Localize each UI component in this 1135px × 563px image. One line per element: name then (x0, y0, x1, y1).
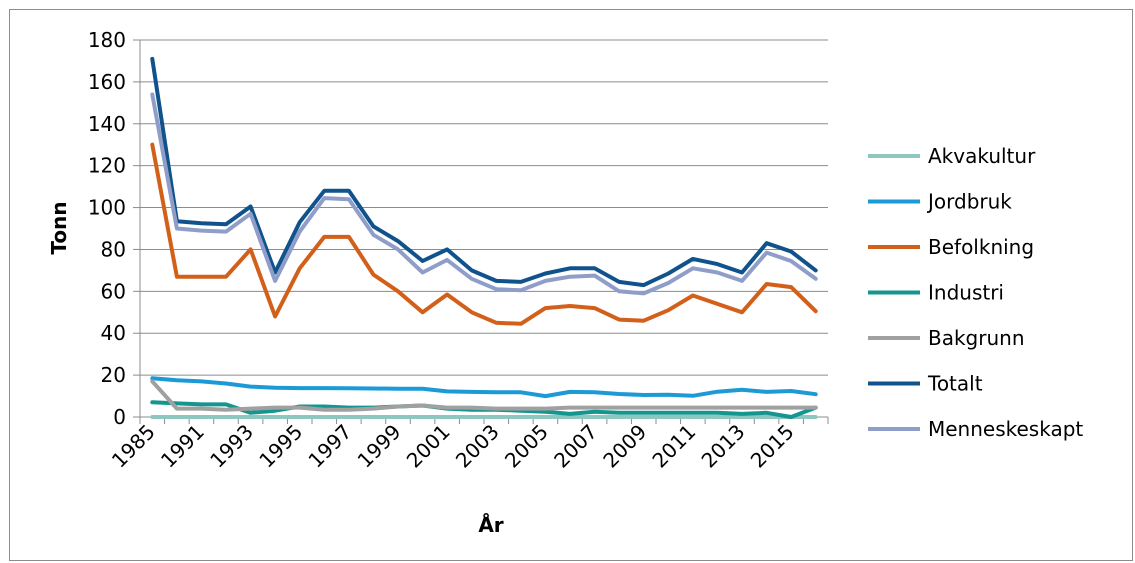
series-lines (150, 56, 818, 419)
y-tick-label-180: 180 (88, 28, 126, 52)
x-tick-label-1997: 1997 (303, 420, 356, 473)
series-line-befolkning (150, 142, 818, 326)
x-tick-label-2015: 2015 (746, 420, 799, 473)
series-line-totalt (150, 56, 818, 288)
x-tick-label-1999: 1999 (353, 420, 406, 473)
y-tick-label-160: 160 (88, 70, 126, 94)
x-tick-label-2009: 2009 (598, 420, 651, 473)
legend-item-industri: Industri (868, 281, 1004, 305)
legend-label: Bakgrunn (928, 326, 1025, 350)
y-tick-label-0: 0 (113, 405, 126, 429)
legend-item-totalt: Totalt (868, 372, 983, 396)
axes (139, 40, 828, 418)
y-tick-label-60: 60 (101, 279, 126, 303)
legend-item-akvakultur: Akvakultur (868, 144, 1036, 168)
x-tick-label-1991: 1991 (156, 420, 209, 473)
y-axis-ticks: 0 20 40 60 80 100 120 140 160 180 (88, 28, 140, 429)
legend-label: Totalt (927, 372, 983, 396)
series-line-bakgrunn (150, 379, 818, 412)
x-tick-label-2013: 2013 (697, 420, 750, 473)
y-tick-label-40: 40 (101, 321, 126, 345)
legend-label: Menneskeskapt (928, 417, 1083, 441)
legend-label: Industri (928, 281, 1004, 305)
legend-label: Akvakultur (928, 144, 1036, 168)
y-tick-label-100: 100 (88, 196, 126, 220)
x-axis-ticks: 1985199119931995199719992001200320052007… (107, 417, 829, 473)
x-tick-label-1995: 1995 (254, 420, 307, 473)
x-tick-label-2003: 2003 (451, 420, 504, 473)
x-tick-label-2011: 2011 (647, 420, 700, 473)
legend-label: Jordbruk (926, 190, 1012, 214)
x-tick-label-2007: 2007 (549, 420, 602, 473)
legend: Akvakultur Jordbruk Befolkning Industri Bakg… (868, 144, 1083, 441)
y-tick-label-80: 80 (101, 237, 126, 261)
gridlines (140, 39, 828, 376)
y-tick-label-140: 140 (88, 112, 126, 136)
series-line-menneskeskapt (150, 92, 818, 296)
y-axis-title: Tonn (47, 201, 71, 254)
y-tick-label-20: 20 (101, 363, 126, 387)
legend-label: Befolkning (928, 235, 1034, 259)
x-tick-label-2005: 2005 (500, 420, 553, 473)
y-tick-label-120: 120 (88, 154, 126, 178)
chart-frame (9, 9, 1133, 561)
x-axis-title: År (478, 513, 503, 537)
x-tick-label-2001: 2001 (402, 420, 455, 473)
legend-item-jordbruk: Jordbruk (868, 190, 1012, 214)
x-tick-label-1993: 1993 (205, 420, 258, 473)
legend-item-bakgrunn: Bakgrunn (868, 326, 1025, 350)
legend-item-befolkning: Befolkning (868, 235, 1034, 259)
legend-item-menneskeskapt: Menneskeskapt (868, 417, 1083, 441)
series-line-jordbruk (150, 376, 818, 399)
